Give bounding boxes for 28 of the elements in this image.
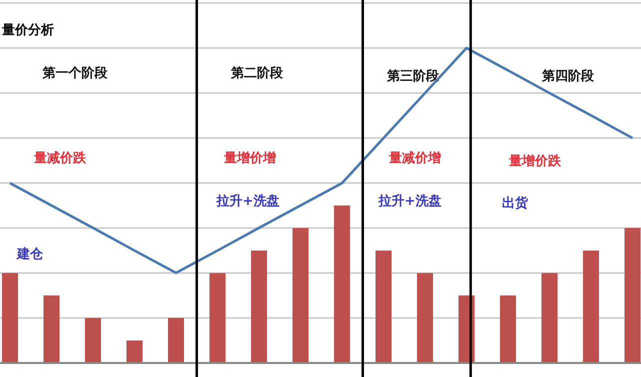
bar (417, 273, 433, 363)
bar (210, 273, 226, 363)
annotation: 第一个阶段 (42, 66, 108, 81)
bar (583, 250, 599, 363)
bar (251, 250, 267, 363)
bar (542, 273, 558, 363)
annotation: 量减价增 (388, 151, 441, 166)
bar (168, 318, 184, 363)
bar (334, 206, 350, 363)
annotation: 第三阶段 (386, 69, 440, 84)
annotation: 第二阶段 (230, 66, 284, 81)
annotation: 建仓 (16, 247, 44, 262)
bar (2, 273, 18, 363)
chart-title: 量价分析 (1, 23, 54, 38)
annotation: 量减价跌 (33, 151, 87, 166)
annotation: 拉升+洗盘 (216, 193, 280, 209)
annotation: 量增价跌 (508, 154, 562, 169)
bar (85, 318, 101, 363)
bar (292, 228, 308, 363)
bar (44, 295, 60, 363)
annotation: 出货 (502, 195, 529, 211)
bar (500, 295, 516, 363)
annotation: 量增价增 (223, 151, 276, 166)
bar (376, 250, 392, 363)
annotation: 拉升+洗盘 (378, 193, 442, 209)
bar (624, 228, 640, 363)
annotation: 第四阶段 (541, 69, 595, 84)
bar (126, 340, 142, 363)
